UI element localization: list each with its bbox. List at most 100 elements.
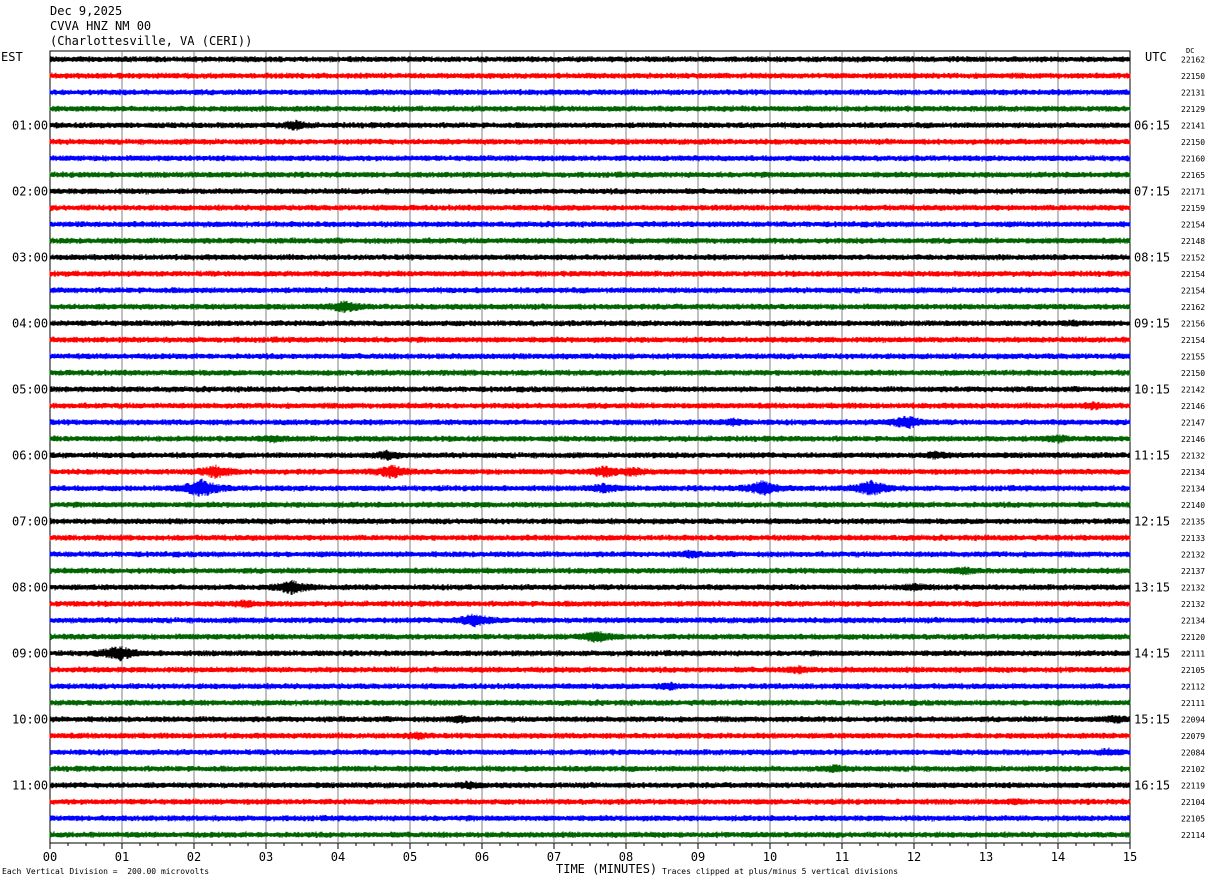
dc-offset-label: 22155 — [1181, 352, 1205, 361]
dc-offset-label: 22160 — [1181, 154, 1205, 163]
trace-row — [49, 55, 1131, 63]
dc-offset-label: 22105 — [1181, 814, 1205, 823]
dc-offset-label: 22132 — [1181, 451, 1205, 460]
right-hour-label: 10:15 — [1134, 382, 1170, 396]
x-tick-label: 03 — [259, 850, 273, 864]
dc-offset-label: 22135 — [1181, 517, 1205, 526]
trace-row — [49, 534, 1131, 542]
left-hour-label: 07:00 — [12, 514, 48, 528]
x-axis-title: TIME (MINUTES) — [556, 862, 658, 876]
left-hour-label: 01:00 — [12, 118, 48, 132]
dc-offset-label: 22112 — [1181, 682, 1205, 691]
right-hour-label: 14:15 — [1134, 646, 1170, 660]
dc-offset-label: 22156 — [1181, 319, 1205, 328]
dc-offset-label: 22084 — [1181, 748, 1205, 757]
trace-row — [49, 814, 1131, 822]
chart-date: Dec 9,2025 — [50, 4, 123, 18]
trace-row — [49, 369, 1131, 377]
x-tick-label: 05 — [403, 850, 417, 864]
x-tick-label: 15 — [1123, 850, 1137, 864]
trace-row — [49, 449, 1131, 462]
trace-row — [49, 831, 1131, 839]
dc-offset-label: 22094 — [1181, 715, 1205, 724]
dc-offset-label: 22102 — [1181, 765, 1205, 774]
trace-row — [49, 286, 1131, 294]
dc-offset-header: DC — [1186, 47, 1195, 55]
trace-row — [49, 549, 1131, 559]
trace-row — [49, 119, 1131, 131]
dc-offset-label: 22140 — [1181, 501, 1205, 510]
x-tick-label: 13 — [979, 850, 993, 864]
trace-row — [49, 385, 1131, 393]
station-location: (Charlottesville, VA (CERI)) — [50, 34, 253, 48]
dc-offset-label: 22171 — [1181, 187, 1205, 196]
trace-row — [49, 270, 1131, 278]
dc-offset-label: 22137 — [1181, 567, 1205, 576]
dc-offset-label: 22141 — [1181, 121, 1205, 130]
x-tick-label: 08 — [619, 850, 633, 864]
x-tick-label: 10 — [763, 850, 777, 864]
trace-row — [49, 204, 1131, 212]
x-tick-label: 01 — [115, 850, 129, 864]
trace-row — [49, 464, 1131, 480]
dc-offset-label: 22154 — [1181, 270, 1205, 279]
x-tick-label: 12 — [907, 850, 921, 864]
trace-row — [49, 171, 1131, 179]
trace-row — [49, 764, 1131, 773]
left-hour-label: 04:00 — [12, 316, 48, 330]
dc-offset-label: 22131 — [1181, 88, 1205, 97]
dc-offset-label: 22142 — [1181, 385, 1205, 394]
dc-offset-label: 22132 — [1181, 583, 1205, 592]
dc-offset-label: 22146 — [1181, 435, 1205, 444]
right-hour-label: 13:15 — [1134, 580, 1170, 594]
trace-row — [49, 220, 1131, 228]
dc-offset-label: 22146 — [1181, 402, 1205, 411]
timezone-right-label: UTC — [1145, 50, 1167, 64]
trace-row — [49, 415, 1131, 429]
trace-row — [49, 645, 1131, 662]
trace-row — [49, 681, 1131, 692]
dc-offset-label: 22104 — [1181, 798, 1205, 807]
trace-row — [49, 714, 1131, 724]
vertical-division-note: Each Vertical Division = 200.00 microvol… — [2, 867, 210, 876]
dc-offset-label: 22150 — [1181, 72, 1205, 81]
trace-row — [49, 613, 1131, 628]
dc-offset-label: 22079 — [1181, 732, 1205, 741]
dc-offset-label: 22154 — [1181, 286, 1205, 295]
trace-row — [49, 579, 1131, 595]
dc-offset-label: 22152 — [1181, 253, 1205, 262]
left-hour-label: 03:00 — [12, 250, 48, 264]
left-hour-label: 06:00 — [12, 448, 48, 462]
dc-offset-label: 22105 — [1181, 666, 1205, 675]
trace-row — [49, 154, 1131, 162]
trace-row — [49, 517, 1131, 525]
trace-row — [49, 501, 1131, 509]
dc-offset-label: 22159 — [1181, 204, 1205, 213]
dc-offset-label: 22154 — [1181, 336, 1205, 345]
dc-offset-label: 22150 — [1181, 138, 1205, 147]
trace-row — [49, 319, 1131, 327]
left-hour-label: 10:00 — [12, 712, 48, 726]
x-tick-label: 14 — [1051, 850, 1065, 864]
right-hour-label: 06:15 — [1134, 118, 1170, 132]
left-hour-label: 02:00 — [12, 184, 48, 198]
dc-offset-label: 22119 — [1181, 781, 1205, 790]
trace-row — [49, 631, 1131, 643]
right-hour-label: 11:15 — [1134, 448, 1170, 462]
x-tick-label: 02 — [187, 850, 201, 864]
x-tick-label: 11 — [835, 850, 849, 864]
trace-row — [49, 798, 1131, 806]
left-hour-label: 11:00 — [12, 778, 48, 792]
timezone-left-label: EST — [1, 50, 23, 64]
x-tick-label: 04 — [331, 850, 345, 864]
dc-offset-label: 22111 — [1181, 649, 1205, 658]
trace-row — [49, 566, 1131, 576]
right-hour-label: 09:15 — [1134, 316, 1170, 330]
left-hour-label: 08:00 — [12, 580, 48, 594]
dc-offset-label: 22111 — [1181, 699, 1205, 708]
trace-row — [49, 237, 1131, 245]
right-hour-label: 15:15 — [1134, 712, 1170, 726]
trace-row — [49, 664, 1131, 675]
left-hour-label: 05:00 — [12, 382, 48, 396]
